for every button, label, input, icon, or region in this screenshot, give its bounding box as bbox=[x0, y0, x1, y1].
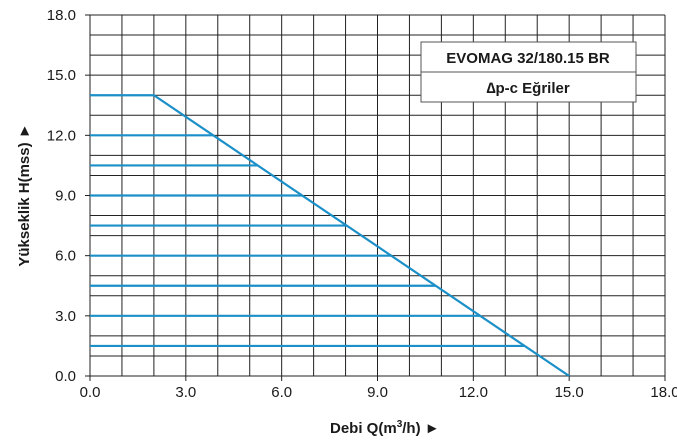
title-box: EVOMAG 32/180.15 BR ∆p-c Eğriler bbox=[420, 41, 637, 103]
y-tick-label: 12.0 bbox=[47, 127, 76, 144]
y-axis-title: Yükseklik H(mss) ► bbox=[16, 123, 33, 266]
title-line-1: EVOMAG 32/180.15 BR bbox=[446, 50, 610, 67]
tick-labels: 0.0 3.0 6.0 9.0 12.0 15.0 18.0 0.0 3.0 6.0 9.0 12.0… bbox=[47, 7, 677, 401]
y-tick-label: 18.0 bbox=[47, 7, 76, 24]
x-tick-label: 0.0 bbox=[80, 384, 101, 401]
title-line-2: ∆p-c Eğriler bbox=[486, 80, 570, 97]
x-tick-label: 15.0 bbox=[555, 384, 584, 401]
x-axis-title: Debi Q(m3/h) ► bbox=[330, 419, 440, 437]
y-tick-label: 9.0 bbox=[55, 188, 76, 205]
y-tick-label: 15.0 bbox=[47, 67, 76, 84]
y-tick-label: 6.0 bbox=[55, 248, 76, 265]
y-tick-label: 3.0 bbox=[55, 308, 76, 325]
y-tick-label: 0.0 bbox=[55, 368, 76, 385]
x-tick-label: 9.0 bbox=[367, 384, 388, 401]
x-tick-label: 18.0 bbox=[650, 384, 677, 401]
x-tick-label: 6.0 bbox=[271, 384, 292, 401]
x-tick-label: 12.0 bbox=[459, 384, 488, 401]
curves bbox=[90, 94, 570, 377]
max-curve bbox=[90, 94, 570, 377]
x-tick-label: 3.0 bbox=[175, 384, 196, 401]
